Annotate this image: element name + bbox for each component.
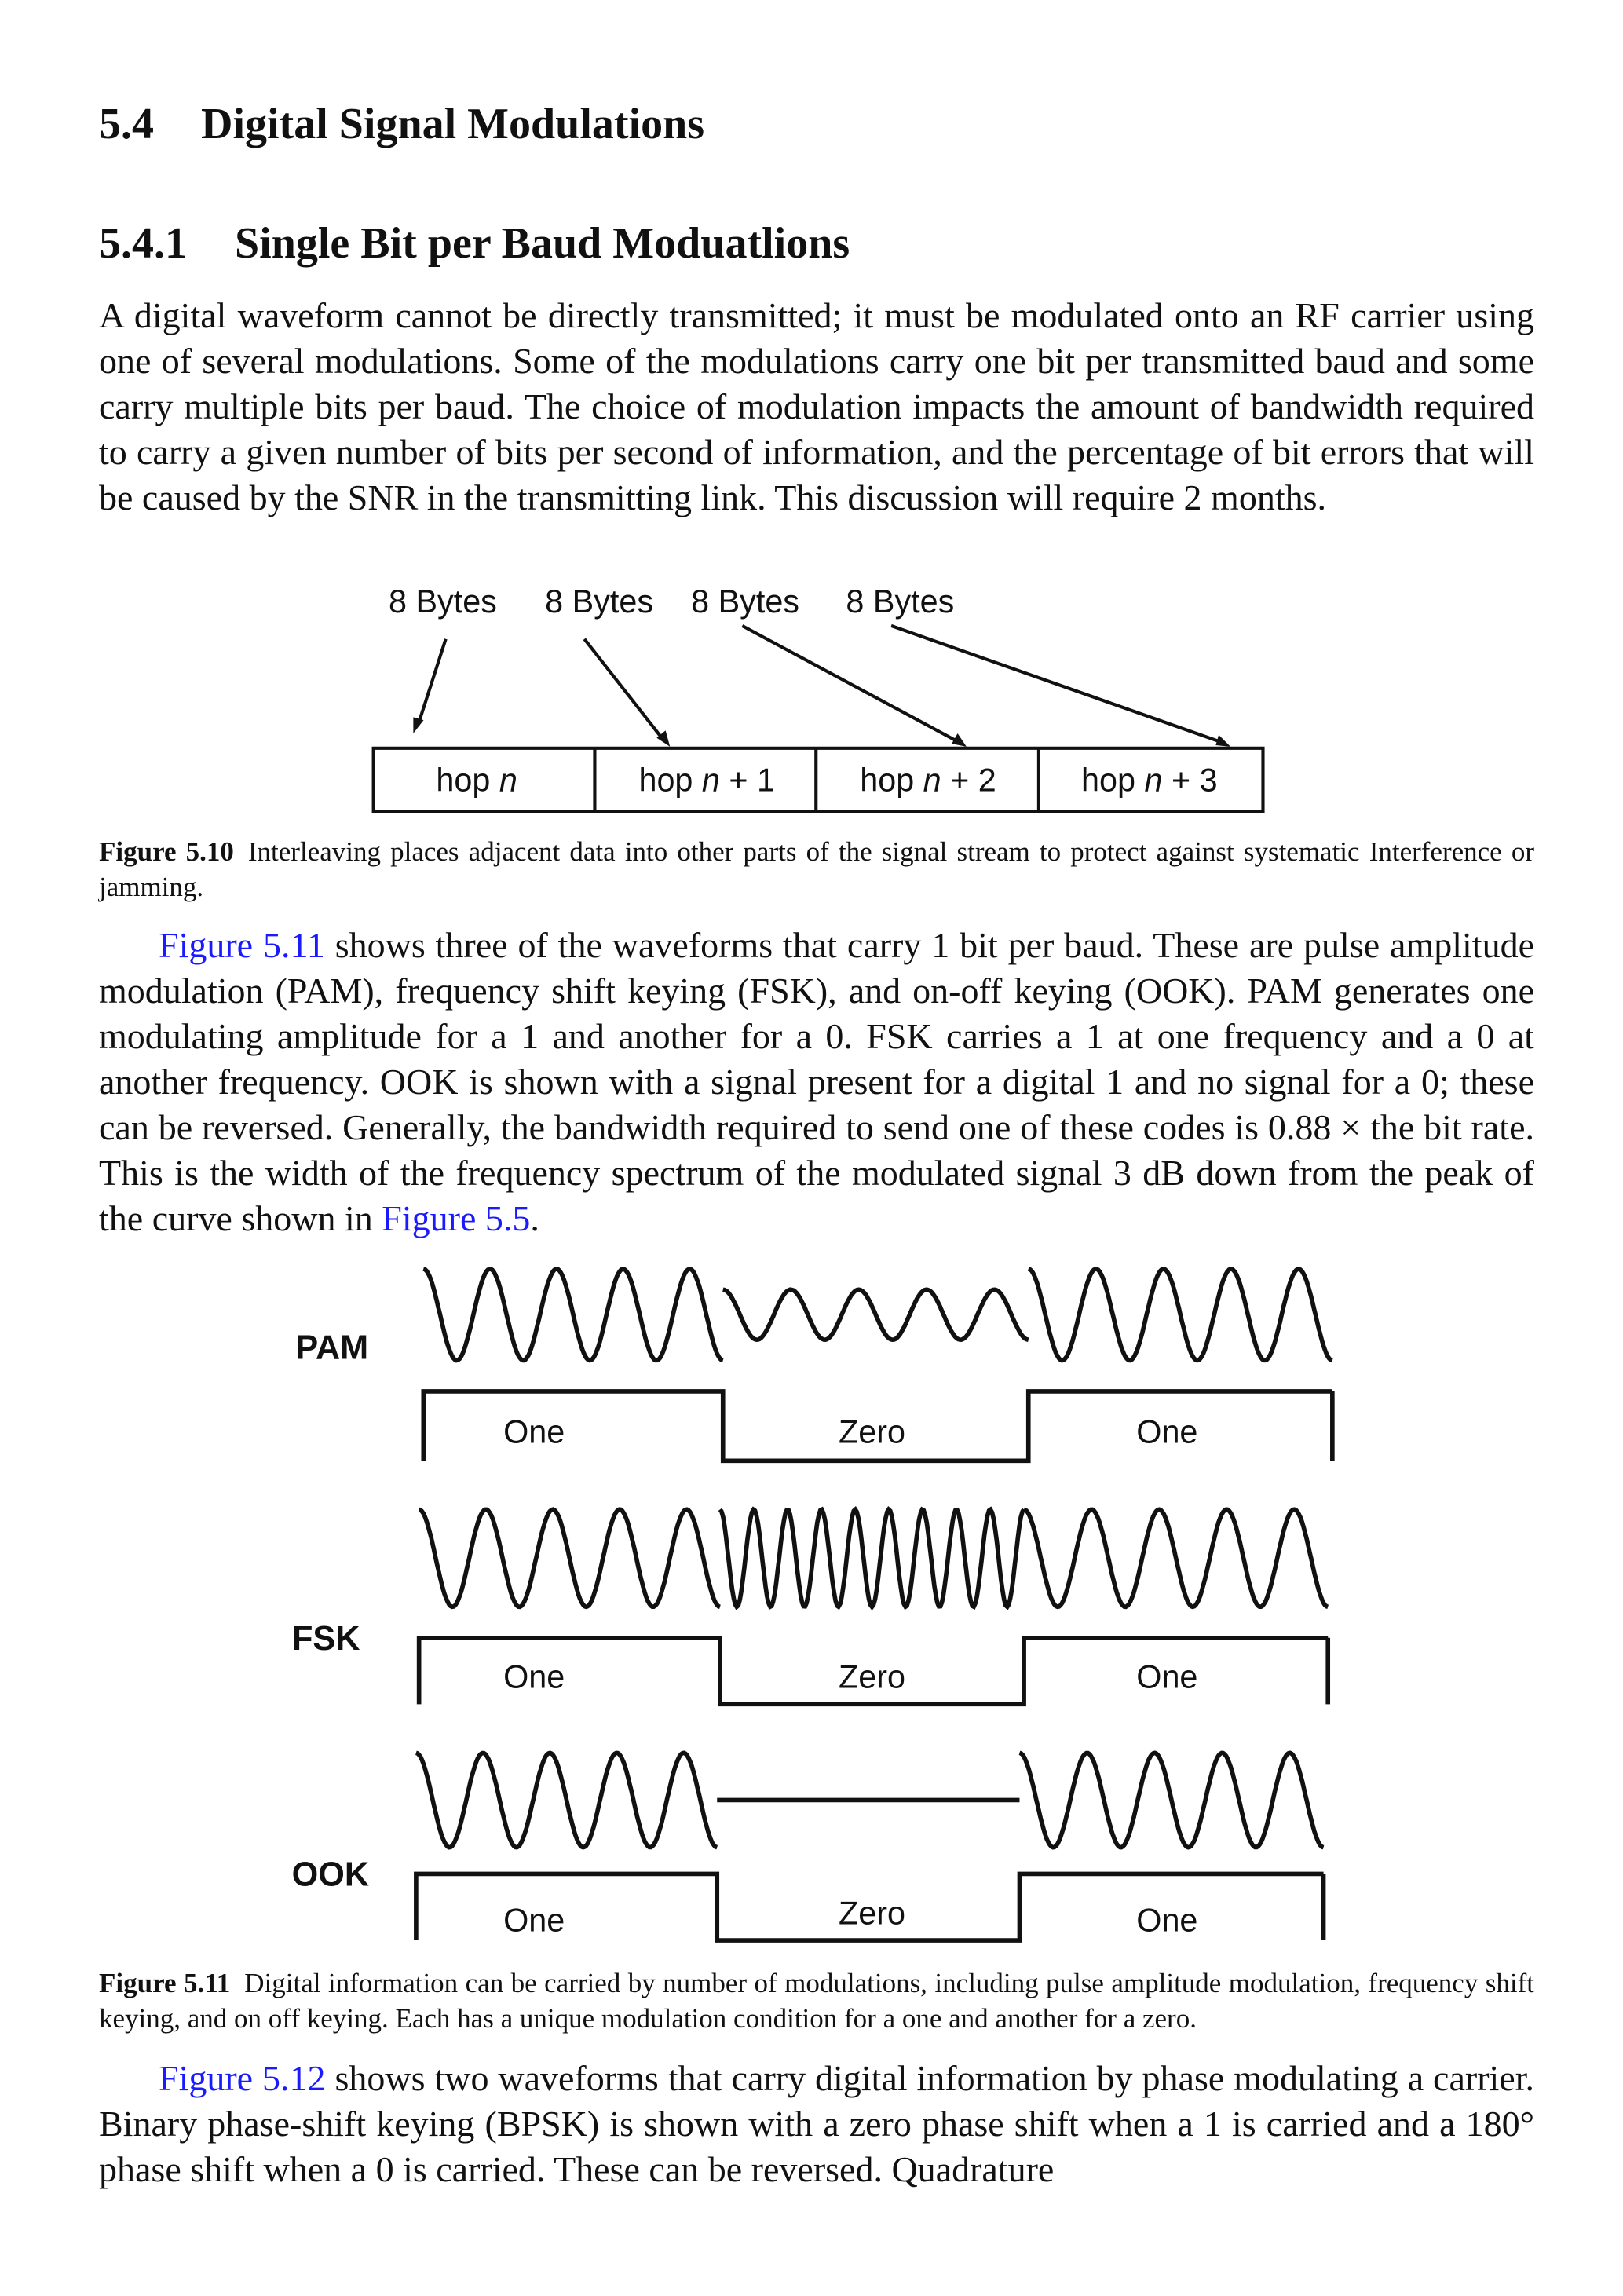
hop-label: hop n + 1: [638, 762, 775, 798]
carrier-wave-segment: [718, 1505, 1026, 1610]
carrier-wave-segment: [722, 1287, 1029, 1343]
subsection-heading: 5.4.1 Single Bit per Baud Moduatlions: [99, 220, 850, 267]
bytes-label: 8 Bytes: [545, 583, 653, 620]
hop-strip: [371, 746, 1265, 813]
bit-timing-line: [421, 1389, 1335, 1464]
caption-label: Figure 5.11: [99, 1968, 231, 1998]
bytes-label: 8 Bytes: [846, 583, 954, 620]
carrier-wave-segment: [422, 1267, 724, 1363]
bit-label-zero: Zero: [839, 1895, 905, 1931]
bytes-label: 8 Bytes: [691, 583, 799, 620]
bit-timing-line: [414, 1871, 1326, 1943]
carrier-wave-segment: [1023, 1507, 1329, 1610]
ook-label: OOK: [292, 1855, 369, 1893]
subsection-number: 5.4.1: [99, 219, 187, 268]
section-title: Digital Signal Modulations: [201, 100, 705, 148]
paragraph-2: Figure 5.11 shows three of the waveforms…: [99, 923, 1534, 1241]
paragraph-2-text: shows three of the waveforms that carry …: [99, 925, 1534, 1238]
caption-label: Figure 5.10: [99, 836, 234, 867]
paragraph-2-end: .: [530, 1198, 539, 1238]
bit-label-one: One: [503, 1659, 565, 1695]
figure-5-11-link[interactable]: Figure 5.11: [159, 925, 325, 965]
figure-5-10-interleaving-diagram: 8 Bytes 8 Bytes 8 Bytes 8 Bytes hop n ho…: [371, 583, 1265, 813]
bytes-label: 8 Bytes: [389, 583, 497, 620]
bit-label-one: One: [503, 1414, 565, 1450]
section-number: 5.4: [99, 100, 154, 148]
bit-label-one: One: [1136, 1903, 1197, 1939]
pam-label: PAM: [295, 1329, 368, 1367]
figure-5-11-caption: Figure 5.11 Digital information can be ca…: [99, 1965, 1534, 2036]
caption-text: Digital information can be carried by nu…: [99, 1968, 1535, 2034]
interleave-arrow: [890, 623, 1223, 744]
interleave-arrow: [416, 638, 448, 727]
carrier-wave-segment: [418, 1507, 721, 1610]
fsk-label: FSK: [292, 1620, 360, 1658]
bit-label-one: One: [1136, 1659, 1197, 1695]
interleave-arrow: [741, 624, 960, 744]
carrier-wave-segment: [1027, 1267, 1333, 1363]
carrier-wave-segment: [1018, 1750, 1325, 1850]
bit-label-zero: Zero: [839, 1414, 905, 1450]
carrier-wave-segment: [415, 1750, 718, 1850]
figure-5-10-caption: Figure 5.10 Interleaving places adjacent …: [99, 834, 1534, 905]
section-heading: 5.4 Digital Signal Modulations: [99, 101, 704, 148]
bit-timing-line: [416, 1635, 1331, 1707]
hop-label: hop n: [436, 762, 517, 798]
paragraph-3-text: shows two waveforms that carry digital i…: [99, 2058, 1534, 2189]
interleave-arrow: [583, 638, 666, 742]
paragraph-3: Figure 5.12 shows two waveforms that car…: [99, 2056, 1534, 2192]
bit-label-one: One: [503, 1903, 565, 1939]
bit-label-one: One: [1136, 1414, 1197, 1450]
figure-5-11-modulation-waveforms: PAM FSK OOK One Zero One One Zero One On…: [292, 1267, 1335, 1943]
hop-label: hop n + 3: [1081, 762, 1218, 798]
paragraph-1: A digital waveform cannot be directly tr…: [99, 295, 1534, 517]
hop-label: hop n + 2: [860, 762, 996, 798]
subsection-title: Single Bit per Baud Moduatlions: [235, 219, 850, 268]
bit-label-zero: Zero: [839, 1659, 905, 1695]
figure-5-12-link[interactable]: Figure 5.12: [159, 2058, 326, 2098]
caption-text: Interleaving places adjacent data into o…: [99, 836, 1534, 902]
figure-5-5-link[interactable]: Figure 5.5: [382, 1198, 531, 1238]
